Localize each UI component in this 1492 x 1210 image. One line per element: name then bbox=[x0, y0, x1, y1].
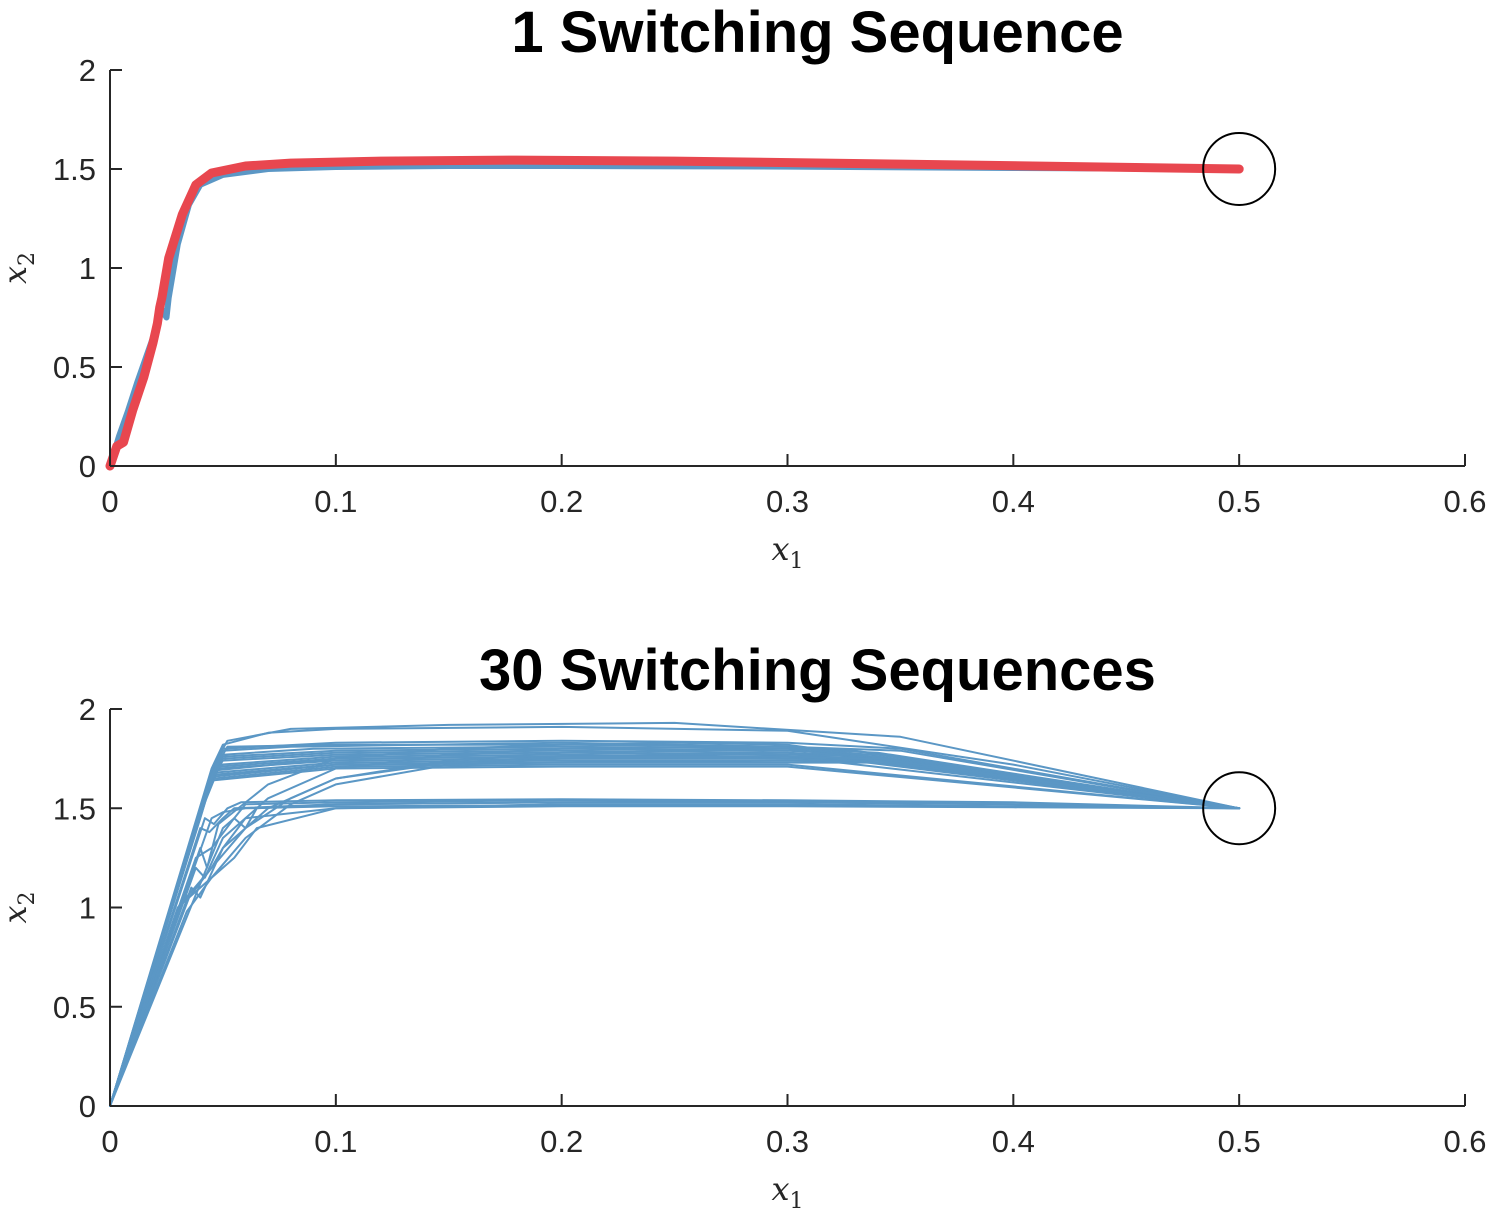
y-tick-label: 1 bbox=[79, 251, 96, 286]
y-axis-label-subscript: 2 bbox=[15, 252, 40, 266]
series-line-14 bbox=[109, 765, 1241, 1107]
x-axis-label-subscript: 1 bbox=[790, 549, 804, 574]
y-tick-label: 1.5 bbox=[53, 152, 96, 187]
series-line-19 bbox=[109, 755, 1241, 1107]
x-tick-label: 0.4 bbox=[992, 484, 1035, 519]
series-line-20 bbox=[109, 801, 1241, 1107]
series-line-9 bbox=[109, 757, 1241, 1107]
series-line-22 bbox=[109, 804, 1241, 1107]
x-axis-label-main: x bbox=[771, 1170, 789, 1208]
chart-title: 1 Switching Sequence bbox=[511, 0, 1123, 65]
y-tick-label: 0.5 bbox=[53, 350, 96, 385]
series-line-2 bbox=[109, 721, 1241, 1107]
y-tick-label: 0 bbox=[79, 1089, 96, 1124]
series-line-16 bbox=[109, 745, 1241, 1107]
x-tick-label: 0.6 bbox=[1443, 484, 1486, 519]
x-tick-label: 0 bbox=[101, 484, 118, 519]
series-line-23 bbox=[109, 801, 1241, 1107]
series-line-30 bbox=[109, 755, 1241, 1107]
series-line-26 bbox=[109, 803, 1241, 1107]
target-circle-marker bbox=[1202, 771, 1277, 846]
series-line-24 bbox=[109, 805, 1241, 1107]
series-line-2 bbox=[105, 155, 1244, 471]
x-axis-label: x1 bbox=[771, 530, 803, 574]
series-line-15 bbox=[109, 741, 1241, 1107]
series-line-27 bbox=[109, 739, 1241, 1107]
x-tick-label: 0.3 bbox=[766, 484, 809, 519]
y-tick-label: 1.5 bbox=[53, 791, 96, 826]
x-axis-label: x1 bbox=[771, 1170, 803, 1210]
x-tick-label: 0 bbox=[101, 1124, 118, 1159]
x-tick-label: 0.6 bbox=[1443, 1124, 1486, 1159]
series-line-29 bbox=[109, 743, 1241, 1107]
y-axis-label: x2 bbox=[0, 252, 40, 284]
y-axis-label-subscript: 2 bbox=[15, 891, 40, 905]
subplot-1: 1 Switching Sequence 0 0.1 0.2 0.3 0.4 0.5 0.6 0… bbox=[0, 0, 1487, 574]
series-line-25 bbox=[109, 799, 1241, 1107]
series-line-21 bbox=[109, 798, 1241, 1107]
y-axis-label-main: x bbox=[0, 266, 34, 284]
series-line-1 bbox=[107, 163, 1243, 469]
y-axis-label-main: x bbox=[0, 905, 34, 923]
y-axis-label: x2 bbox=[0, 891, 40, 923]
x-tick-label: 0.5 bbox=[1218, 484, 1261, 519]
y-tick-label: 2 bbox=[79, 692, 96, 727]
y-tick-label: 0.5 bbox=[53, 990, 96, 1025]
x-tick-label: 0.5 bbox=[1218, 1124, 1261, 1159]
x-tick-label: 0.1 bbox=[314, 484, 357, 519]
series-group bbox=[109, 721, 1241, 1107]
x-tick-label: 0.2 bbox=[540, 484, 583, 519]
x-tick-label: 0.2 bbox=[540, 1124, 583, 1159]
x-tick-label: 0.1 bbox=[314, 1124, 357, 1159]
series-group bbox=[105, 155, 1244, 471]
target-circle-marker bbox=[1202, 132, 1277, 206]
y-tick-label: 2 bbox=[79, 53, 96, 88]
series-line-13 bbox=[109, 763, 1241, 1107]
x-axis-label-subscript: 1 bbox=[790, 1189, 804, 1210]
y-tick-label: 1 bbox=[79, 891, 96, 926]
y-tick-label: 0 bbox=[79, 449, 96, 484]
subplot-2: 30 Switching Sequences 0 0.1 0.2 0.3 0.4 0.5 0.… bbox=[0, 638, 1487, 1210]
x-tick-label: 0.3 bbox=[766, 1124, 809, 1159]
x-tick-label: 0.4 bbox=[992, 1124, 1035, 1159]
series-line-3 bbox=[109, 741, 1241, 1107]
chart-title: 30 Switching Sequences bbox=[479, 638, 1156, 703]
series-line-8 bbox=[109, 755, 1241, 1107]
x-axis-label-main: x bbox=[771, 530, 789, 568]
